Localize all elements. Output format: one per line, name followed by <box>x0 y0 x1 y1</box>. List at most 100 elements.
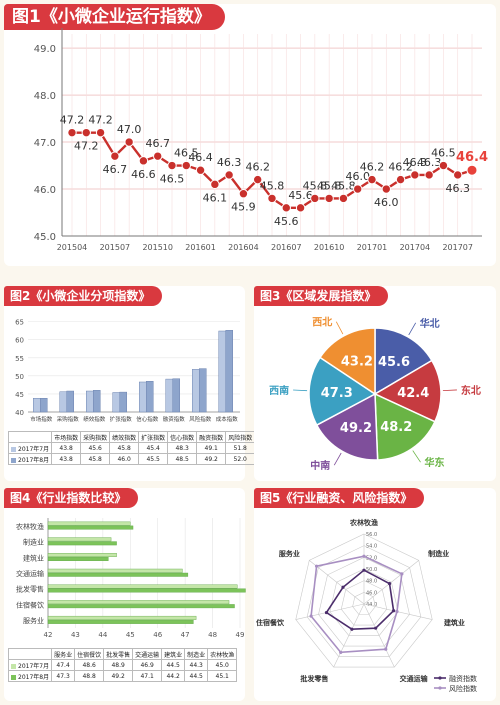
table-header-cell: 住宿餐饮 <box>74 648 105 660</box>
table-header-cell: 服务业 <box>51 648 76 660</box>
legend-marker <box>438 676 442 680</box>
table-value-cell: 49.1 <box>196 442 227 454</box>
x-tick-label: 成本指数 <box>216 415 239 423</box>
x-tick-label: 扩张指数 <box>110 415 133 423</box>
radar-series-line <box>325 569 395 631</box>
data-label: 46.2 <box>360 161 385 174</box>
data-point <box>210 179 220 190</box>
bar <box>47 557 109 561</box>
data-label: 46.0 <box>374 196 399 209</box>
data-point <box>367 174 377 185</box>
legend-swatch <box>11 457 16 463</box>
x-tick-label: 42 <box>44 631 53 639</box>
table-value-cell: 48.8 <box>74 670 105 682</box>
slice-name-label: 西南 <box>269 384 289 397</box>
y-tick-label: 住宿餐饮 <box>16 600 44 609</box>
slice-name-label: 中南 <box>310 459 330 472</box>
table-series-label: 2017年7月 <box>7 659 53 671</box>
r-tick-label: 52.0 <box>366 555 377 561</box>
pie-slice <box>373 359 442 423</box>
panel-5-title: 图5《行业融资、风险指数》 <box>254 488 425 508</box>
x-tick-label: 201507 <box>100 243 131 252</box>
data-point <box>81 127 91 138</box>
table-value-cell: 45.4 <box>138 442 169 454</box>
radar-point <box>314 564 319 568</box>
data-point <box>395 174 406 185</box>
radar-spoke <box>295 603 365 620</box>
data-point <box>238 189 249 199</box>
data-point <box>295 203 306 213</box>
bar <box>47 572 189 577</box>
legend-swatch <box>11 446 16 452</box>
slice-leader-line <box>335 321 344 335</box>
axis-label: 批发零售 <box>300 674 328 683</box>
data-point <box>181 160 191 171</box>
table-series-label: 2017年8月 <box>7 453 53 465</box>
slice-leader-line <box>412 450 421 463</box>
bar <box>40 398 48 413</box>
radar-spoke <box>309 560 365 605</box>
radar-grid-ring <box>329 568 399 636</box>
r-tick-label: 56.0 <box>366 532 377 538</box>
data-label: 46.1 <box>203 191 228 204</box>
data-point <box>353 184 363 194</box>
x-tick-label: 45 <box>126 631 135 639</box>
bar <box>47 604 235 609</box>
data-label: 45.8 <box>331 179 356 192</box>
table-header-cell: 制造业 <box>184 648 209 660</box>
bar <box>139 381 147 413</box>
table-value-cell: 45.6 <box>80 442 111 454</box>
table-value-cell: 48.3 <box>167 442 198 454</box>
data-point <box>438 160 449 171</box>
y-tick-label: 55 <box>15 355 24 363</box>
panel-2-data-table: 市场指数采购指数绩效指数扩张指数信心指数融资指数风险指数成本指数2017年7月4… <box>7 431 285 465</box>
legend-swatch <box>11 674 16 680</box>
y-tick-label: 制造业 <box>23 538 44 547</box>
bar <box>47 615 197 620</box>
radar-spoke <box>363 560 419 605</box>
radar-point <box>350 627 354 631</box>
line-chart-svg: 45.0 46.0 47.0 48.0 49.0 201504 201507 201510 20… <box>34 28 488 252</box>
x-tick-label: 绩效指数 <box>83 415 106 423</box>
x-tick-label: 风险指数 <box>189 415 212 423</box>
slice-value-label: 49.2 <box>340 421 372 436</box>
radar-series-line <box>310 555 403 654</box>
panel-4-title: 图4《行业指数比较》 <box>4 488 139 508</box>
slice-name-label: 华北 <box>420 317 440 330</box>
data-point <box>424 170 434 180</box>
bar <box>33 398 41 413</box>
y-tick-label: 45 <box>15 391 24 399</box>
x-tick-label: 201607 <box>271 243 302 252</box>
table-header-cell: 批发零售 <box>103 648 134 660</box>
data-point <box>153 151 163 161</box>
radar-spoke <box>363 603 395 668</box>
r-tick-label: 50.0 <box>366 567 377 573</box>
bar <box>47 553 117 557</box>
bar <box>172 378 180 413</box>
data-label: 46.5 <box>174 147 199 160</box>
data-label: 46.3 <box>403 156 428 169</box>
data-label: 47.0 <box>117 123 142 136</box>
axis-label: 服务业 <box>279 549 300 558</box>
data-label: 45.9 <box>231 201 256 214</box>
y-tick-label: 48.0 <box>34 91 56 102</box>
radar-grid-ring <box>352 592 376 615</box>
radar-chart-svg: 44.0 46.0 48.0 50.0 52.0 54.0 56.0 农林牧渔制造业建筑业交通… <box>256 518 477 693</box>
table-header-cell: 市场指数 <box>51 431 82 443</box>
bar <box>66 390 74 413</box>
table-header-cell: 建筑业 <box>161 648 186 660</box>
table-value-cell: 45.0 <box>207 659 238 671</box>
table-header-cell: 扩张指数 <box>138 431 169 443</box>
legend-marker <box>438 686 442 690</box>
bar <box>225 330 233 413</box>
r-tick-label: 54.0 <box>366 544 377 550</box>
bar <box>47 568 183 573</box>
radar-point <box>362 568 366 572</box>
bar <box>192 369 200 413</box>
slice-value-label: 45.6 <box>378 355 410 370</box>
panel-1-line-chart: 图1《小微企业运行指数》 45.0 46.0 47.0 48.0 49.0 201504 2… <box>4 4 496 266</box>
slice-leader-line <box>442 389 457 392</box>
bar <box>47 584 238 589</box>
radar-point <box>384 647 388 651</box>
data-label: 47.2 <box>88 114 113 127</box>
